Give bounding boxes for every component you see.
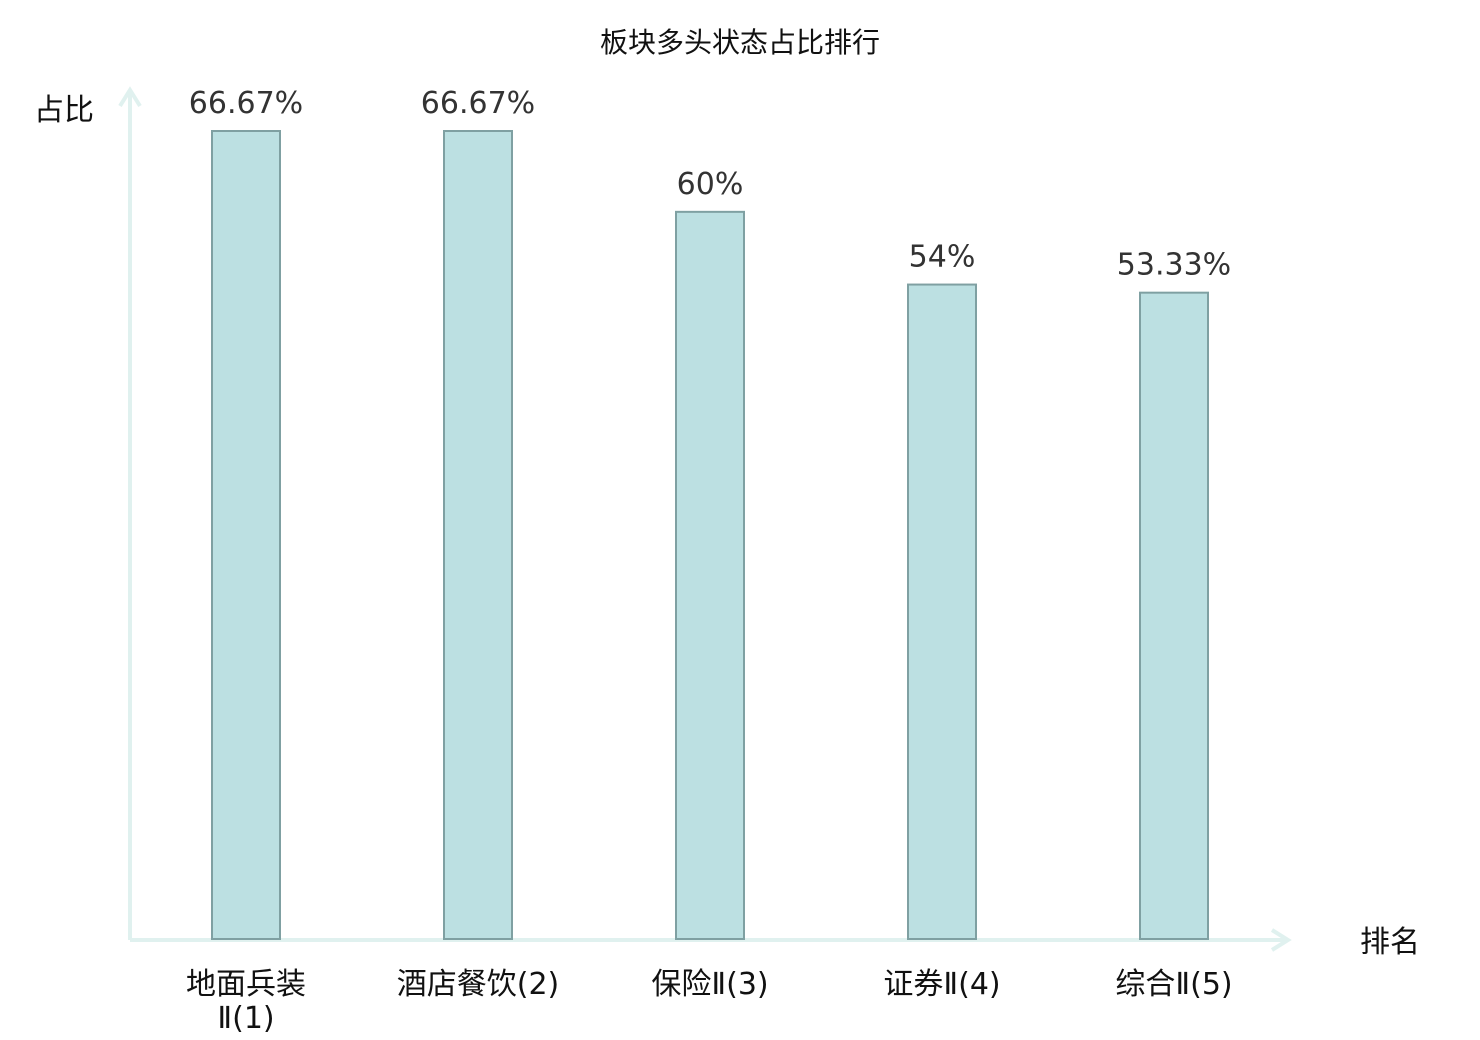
- value-label-3: 60%: [677, 167, 744, 202]
- chart-title: 板块多头状态占比排行: [600, 26, 880, 59]
- y-axis-label: 占比: [34, 93, 94, 128]
- bars: [211, 130, 1209, 940]
- category-label-2: 酒店餐饮(2): [397, 967, 560, 1002]
- category-label-1-line-2: Ⅱ(1): [217, 1001, 274, 1036]
- value-labels: 66.67% 66.67% 60% 54% 53.33%: [189, 86, 1231, 283]
- x-axis-label: 排名: [1360, 925, 1420, 960]
- category-label-1-line-1: 地面兵装: [186, 967, 306, 1002]
- bar-4: [907, 283, 977, 940]
- bar-2: [443, 130, 513, 940]
- value-label-5: 53.33%: [1117, 248, 1231, 283]
- value-label-1: 66.67%: [189, 86, 303, 121]
- bar-3: [675, 210, 745, 940]
- x-axis-arrow: [1270, 928, 1292, 952]
- bar-1: [211, 130, 281, 940]
- category-label-5: 综合Ⅱ(5): [1115, 967, 1232, 1002]
- category-label-3: 保险Ⅱ(3): [651, 967, 768, 1002]
- y-axis-arrow: [118, 86, 142, 108]
- value-label-2: 66.67%: [421, 86, 535, 121]
- category-label-4: 证券Ⅱ(4): [883, 967, 1000, 1002]
- bar-5: [1139, 291, 1209, 940]
- value-label-4: 54%: [909, 240, 976, 275]
